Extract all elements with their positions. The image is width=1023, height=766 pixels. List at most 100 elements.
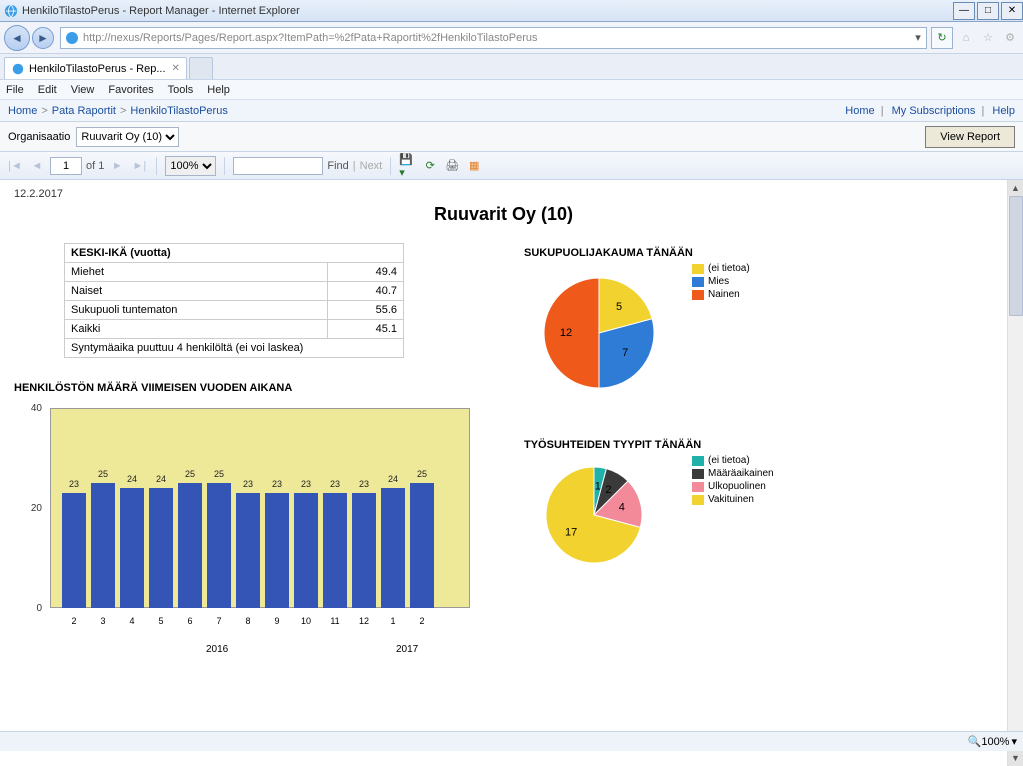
parameter-bar: Organisaatio Ruuvarit Oy (10) View Repor… <box>0 122 1023 152</box>
table-header: KESKI-IKÄ (vuotta) <box>65 244 404 263</box>
legend-item: Mies <box>692 276 750 287</box>
new-tab[interactable] <box>189 57 213 79</box>
menu-favorites[interactable]: Favorites <box>108 84 153 96</box>
link-help[interactable]: Help <box>992 105 1015 117</box>
tab-close-icon[interactable]: ✕ <box>172 63 180 74</box>
view-report-button[interactable]: View Report <box>925 126 1015 148</box>
favorites-icon[interactable]: ☆ <box>979 29 997 47</box>
ie-icon <box>4 4 18 18</box>
menu-help[interactable]: Help <box>207 84 230 96</box>
page-input[interactable] <box>50 157 82 175</box>
next-label[interactable]: Next <box>360 160 383 172</box>
window-titlebar: HenkiloTilastoPerus - Report Manager - I… <box>0 0 1023 22</box>
address-bar[interactable]: ▾ <box>60 27 927 49</box>
menubar: File Edit View Favorites Tools Help <box>0 80 1023 100</box>
find-input[interactable] <box>233 157 323 175</box>
browser-tab[interactable]: HenkiloTilastoPerus - Rep... ✕ <box>4 57 187 79</box>
prev-page-button[interactable]: ◄ <box>28 157 46 175</box>
pie-tyosuhteet: 124 17 <box>524 455 684 595</box>
svg-text:2: 2 <box>605 484 611 496</box>
report-title: Ruuvarit Oy (10) <box>14 204 993 225</box>
bar: 25 <box>410 483 434 608</box>
data-feed-button[interactable]: ▦ <box>465 157 483 175</box>
minimize-button[interactable]: — <box>953 2 975 20</box>
bar: 24 <box>120 488 144 608</box>
ie-icon <box>11 62 25 76</box>
svg-text:17: 17 <box>565 527 577 539</box>
table-row-label: Syntymäaika puuttuu 4 henkilöltä (ei voi… <box>65 339 404 358</box>
pie2-legend: (ei tietoa)MääräaikainenUlkopuolinenVaki… <box>692 455 774 595</box>
bar: 25 <box>207 483 231 608</box>
table-row-value: 55.6 <box>328 301 404 320</box>
zoom-level: 100% <box>981 736 1009 748</box>
next-page-button[interactable]: ► <box>108 157 126 175</box>
keski-ika-table: KESKI-IKÄ (vuotta) Miehet49.4Naiset40.7S… <box>64 243 404 358</box>
legend-item: (ei tietoa) <box>692 455 774 466</box>
svg-text:1: 1 <box>595 480 601 492</box>
param-organisaatio[interactable]: Ruuvarit Oy (10) <box>76 127 179 147</box>
tab-strip: HenkiloTilastoPerus - Rep... ✕ <box>0 54 1023 80</box>
menu-edit[interactable]: Edit <box>38 84 57 96</box>
last-page-button[interactable]: ►| <box>130 157 148 175</box>
scroll-down-icon[interactable]: ▼ <box>1008 750 1023 766</box>
refresh-button[interactable]: ↻ <box>931 27 953 49</box>
window-title: HenkiloTilastoPerus - Report Manager - I… <box>22 5 951 17</box>
zoom-select[interactable]: 100% <box>165 156 216 176</box>
link-subscriptions[interactable]: My Subscriptions <box>892 105 976 117</box>
address-dropdown[interactable]: ▾ <box>910 31 926 44</box>
bar: 23 <box>265 493 289 608</box>
maximize-button[interactable]: □ <box>977 2 999 20</box>
report-body: 12.2.2017 Ruuvarit Oy (10) KESKI-IKÄ (vu… <box>0 180 1007 766</box>
bar: 25 <box>178 483 202 608</box>
menu-tools[interactable]: Tools <box>168 84 194 96</box>
breadcrumb: Home > Pata Raportit > HenkiloTilastoPer… <box>0 100 1023 122</box>
bar: 23 <box>294 493 318 608</box>
svg-text:7: 7 <box>622 347 628 359</box>
page-of-label: of 1 <box>86 160 104 172</box>
svg-text:5: 5 <box>616 301 622 313</box>
param-label: Organisaatio <box>8 131 70 143</box>
pie1-legend: (ei tietoa) Mies Nainen <box>692 263 750 403</box>
crumb-home[interactable]: Home <box>8 105 37 117</box>
ie-icon <box>64 30 80 46</box>
menu-view[interactable]: View <box>71 84 95 96</box>
close-button[interactable]: ✕ <box>1001 2 1023 20</box>
home-icon[interactable]: ⌂ <box>957 29 975 47</box>
print-button[interactable]: 🖨 <box>443 157 461 175</box>
menu-file[interactable]: File <box>6 84 24 96</box>
link-home[interactable]: Home <box>845 105 874 117</box>
legend-item: Nainen <box>692 289 750 300</box>
bar: 23 <box>62 493 86 608</box>
first-page-button[interactable]: |◄ <box>6 157 24 175</box>
pie1-title: SUKUPUOLIJAKAUMA TÄNÄÄN <box>524 247 993 259</box>
pie2-title: TYÖSUHTEIDEN TYYPIT TÄNÄÄN <box>524 439 993 451</box>
bar: 24 <box>381 488 405 608</box>
svg-text:4: 4 <box>619 502 625 514</box>
table-row-label: Miehet <box>65 263 328 282</box>
forward-button[interactable]: ► <box>32 27 54 49</box>
viewer-toolbar: |◄ ◄ of 1 ► ►| 100% Find | Next 💾▾ ⟳ 🖨 ▦ <box>0 152 1023 180</box>
zoom-out-icon[interactable]: 🔍 <box>968 735 982 748</box>
tab-label: HenkiloTilastoPerus - Rep... <box>29 63 166 75</box>
address-input[interactable] <box>83 32 910 44</box>
legend-item: (ei tietoa) <box>692 263 750 274</box>
table-row-label: Kaikki <box>65 320 328 339</box>
bar: 23 <box>352 493 376 608</box>
export-button[interactable]: 💾▾ <box>399 157 417 175</box>
crumb-leaf[interactable]: HenkiloTilastoPerus <box>130 105 227 117</box>
tools-icon[interactable]: ⚙ <box>1001 29 1019 47</box>
table-row-value: 45.1 <box>328 320 404 339</box>
legend-item: Määräaikainen <box>692 468 774 479</box>
legend-item: Ulkopuolinen <box>692 481 774 492</box>
bar: 23 <box>236 493 260 608</box>
vertical-scrollbar[interactable]: ▲ ▼ <box>1007 180 1023 766</box>
crumb-pata[interactable]: Pata Raportit <box>52 105 116 117</box>
bar: 23 <box>323 493 347 608</box>
scroll-up-icon[interactable]: ▲ <box>1008 180 1023 196</box>
back-button[interactable]: ◄ <box>4 25 30 51</box>
report-date: 12.2.2017 <box>14 188 993 200</box>
scroll-thumb[interactable] <box>1009 196 1023 316</box>
find-label[interactable]: Find <box>327 160 348 172</box>
refresh-report-button[interactable]: ⟳ <box>421 157 439 175</box>
table-row-value: 49.4 <box>328 263 404 282</box>
